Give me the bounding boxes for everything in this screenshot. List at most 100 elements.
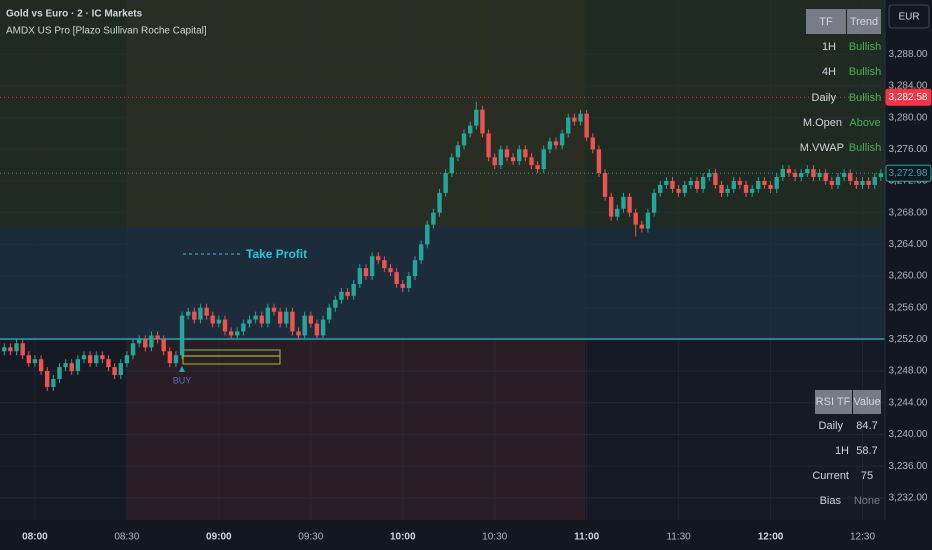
x-tick-label: 10:30 xyxy=(482,532,507,543)
y-tick-label: 3,240.00 xyxy=(889,429,928,440)
candle-body xyxy=(339,291,344,300)
candle-body xyxy=(81,355,87,360)
table-cell: Above xyxy=(849,117,880,129)
candle-body xyxy=(615,208,620,217)
candle-body xyxy=(670,180,675,189)
candle-body xyxy=(737,180,743,185)
candle-body xyxy=(216,319,222,324)
table-cell: Bias xyxy=(820,495,842,507)
y-tick-label: 3,236.00 xyxy=(889,461,928,472)
candle-body xyxy=(20,343,25,356)
candle-body xyxy=(235,331,240,336)
candle-body xyxy=(155,335,160,340)
candle-body xyxy=(749,188,755,193)
candle-body xyxy=(363,268,369,277)
table-cell: Daily xyxy=(819,420,844,432)
candle-body xyxy=(523,149,528,158)
candle-body xyxy=(645,212,651,229)
candle-body xyxy=(210,315,215,324)
candle-body xyxy=(179,315,185,356)
candle-body xyxy=(449,157,454,174)
candle-body xyxy=(878,173,884,178)
candle-body xyxy=(707,173,712,178)
candle-body xyxy=(118,363,123,376)
candle-body xyxy=(461,133,467,146)
candle-body xyxy=(192,311,197,320)
indicator-title: AMDX US Pro [Plazo Sullivan Roche Capita… xyxy=(6,26,207,37)
price-label: 3,272.98 xyxy=(889,168,928,179)
candle-body xyxy=(87,355,93,364)
candle-body xyxy=(860,180,865,185)
table-cell: Bullish xyxy=(849,142,881,154)
candle-body xyxy=(57,367,62,380)
x-tick-label: 08:00 xyxy=(22,532,48,543)
table-cell: Bullish xyxy=(849,66,881,78)
candle-body xyxy=(431,212,436,225)
currency-label[interactable]: EUR xyxy=(898,12,919,23)
candle-body xyxy=(388,268,393,273)
candle-body xyxy=(700,177,706,189)
candle-body xyxy=(590,137,595,150)
table-header: RSI TF xyxy=(816,396,851,408)
candle-body xyxy=(517,149,522,162)
candle-body xyxy=(418,244,424,261)
candle-body xyxy=(608,196,614,217)
currency-button[interactable] xyxy=(888,4,930,29)
candle-body xyxy=(63,363,68,368)
candle-body xyxy=(621,196,626,209)
candle-body xyxy=(664,180,669,185)
candle-body xyxy=(694,180,700,189)
table-header: Trend xyxy=(850,16,878,28)
table-cell: M.Open xyxy=(803,117,842,129)
candle-body xyxy=(106,359,111,368)
candle-body xyxy=(271,307,277,312)
candle-body xyxy=(805,169,810,174)
table-cell: 1H xyxy=(835,445,849,457)
buy-marker xyxy=(179,366,185,372)
x-tick-label: 09:00 xyxy=(206,532,232,543)
candle-body xyxy=(26,355,32,364)
candle-body xyxy=(302,315,307,336)
candle-body xyxy=(204,307,209,316)
candle-body xyxy=(394,272,399,284)
x-tick-label: 11:30 xyxy=(666,532,691,543)
candle-body xyxy=(474,109,479,126)
candle-body xyxy=(149,335,154,348)
candle-body xyxy=(841,173,847,178)
candle-body xyxy=(688,180,694,185)
candle-body xyxy=(265,307,271,324)
candle-body xyxy=(32,359,38,364)
candle-body xyxy=(222,319,228,332)
candle-body xyxy=(719,184,724,193)
y-tick-label: 3,284.00 xyxy=(889,81,928,92)
candle-body xyxy=(535,165,540,170)
rsi-table: RSI TF Value Daily 84.7 1H 58.7 Current … xyxy=(812,390,881,507)
table-cell: M.VWAP xyxy=(800,142,844,154)
x-tick-label: 12:30 xyxy=(850,532,875,543)
candle-body xyxy=(541,149,546,170)
candle-body xyxy=(578,113,583,122)
candle-body xyxy=(676,188,681,193)
candle-body xyxy=(412,260,418,277)
candle-body xyxy=(848,173,853,181)
candle-body xyxy=(167,351,173,364)
candle-body xyxy=(228,331,234,336)
candle-body xyxy=(376,256,381,261)
table-cell: Bullish xyxy=(849,92,881,104)
candle-body xyxy=(94,355,99,364)
candle-body xyxy=(559,133,565,146)
candle-body xyxy=(762,180,767,185)
price-label: 3,282.58 xyxy=(889,92,928,103)
buy-label: BUY xyxy=(173,375,192,385)
table-cell: Daily xyxy=(812,92,837,104)
candle-body xyxy=(296,331,301,336)
candle-body xyxy=(8,347,13,352)
candle-body xyxy=(743,184,749,193)
zone xyxy=(585,0,885,227)
candle-body xyxy=(173,355,179,364)
zone-box xyxy=(182,355,281,365)
zone xyxy=(127,0,585,227)
candle-body xyxy=(351,283,356,296)
x-tick-label: 11:00 xyxy=(574,532,599,543)
